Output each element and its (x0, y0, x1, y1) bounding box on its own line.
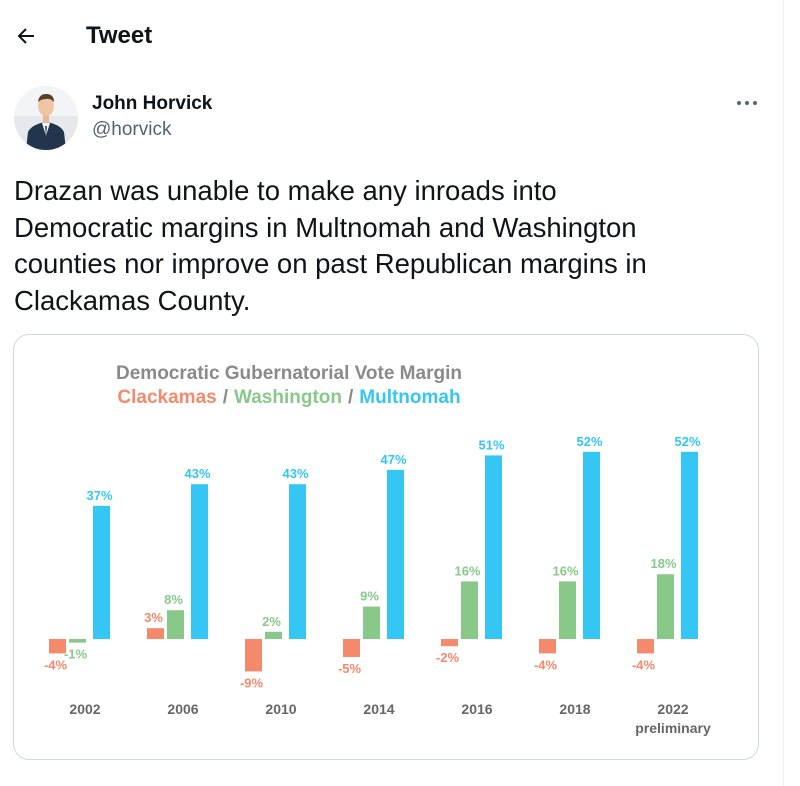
data-label-clackamas-2016: -2% (436, 650, 460, 665)
bar-clackamas-2010 (245, 639, 262, 672)
bar-multnomah-2002 (93, 505, 110, 639)
bar-clackamas-2002 (49, 639, 66, 654)
bar-washington-2022 (657, 574, 674, 639)
data-label-clackamas-2002: -4% (44, 657, 68, 672)
data-label-washington-2022: 18% (650, 556, 676, 571)
legend-multnomah: Multnomah (359, 387, 460, 408)
x-tick-label-2022: 2022 (657, 701, 688, 717)
data-label-washington-2002: -1% (64, 647, 88, 662)
data-label-washington-2016: 16% (454, 563, 480, 578)
tweet-header: Tweet (0, 0, 800, 72)
bar-multnomah-2022 (681, 451, 698, 639)
x-tick-label-2014: 2014 (363, 701, 394, 717)
data-label-multnomah-2016: 51% (478, 437, 504, 452)
author-name[interactable]: John Horvick (92, 93, 213, 114)
bar-washington-2016 (461, 581, 478, 639)
x-tick-sublabel-2022: preliminary (635, 720, 711, 736)
x-tick-label-2002: 2002 (69, 701, 100, 717)
legend-separator: / (223, 387, 229, 408)
bar-multnomah-2014 (387, 469, 404, 639)
data-label-multnomah-2018: 52% (576, 434, 602, 449)
bar-clackamas-2016 (441, 639, 458, 647)
legend-clackamas: Clackamas (117, 387, 216, 408)
data-label-multnomah-2006: 43% (184, 466, 210, 481)
legend-separator: / (348, 387, 354, 408)
bar-multnomah-2016 (485, 455, 502, 639)
column-divider (783, 0, 784, 786)
bar-clackamas-2018 (539, 639, 556, 654)
bar-washington-2018 (559, 581, 576, 639)
avatar-portrait-icon (14, 86, 78, 150)
author-handle[interactable]: @horvick (92, 119, 172, 140)
data-label-washington-2010: 2% (262, 614, 281, 629)
arrow-left-icon (17, 28, 34, 44)
x-tick-label-2018: 2018 (559, 701, 590, 717)
data-label-clackamas-2006: 3% (144, 610, 163, 625)
bar-clackamas-2022 (637, 639, 654, 654)
bar-washington-2014 (363, 606, 380, 639)
more-button[interactable] (727, 88, 767, 118)
bar-multnomah-2006 (191, 484, 208, 639)
back-button[interactable] (6, 16, 46, 56)
bar-washington-2010 (265, 631, 282, 639)
x-tick-label-2016: 2016 (461, 701, 492, 717)
page-title: Tweet (86, 22, 153, 49)
data-label-clackamas-2022: -4% (632, 657, 656, 672)
data-label-washington-2014: 9% (360, 589, 379, 604)
data-label-clackamas-2018: -4% (534, 657, 558, 672)
bar-washington-2006 (167, 610, 184, 639)
bar-clackamas-2014 (343, 639, 360, 657)
avatar[interactable] (14, 86, 78, 150)
bar-multnomah-2018 (583, 451, 600, 639)
data-label-multnomah-2002: 37% (86, 488, 112, 503)
x-tick-label-2010: 2010 (265, 701, 296, 717)
tweet-media-chart[interactable]: Democratic Gubernatorial Vote Margin Cla… (13, 334, 759, 760)
x-tick-label-2006: 2006 (167, 701, 198, 717)
bar-washington-2002 (69, 639, 86, 643)
data-label-clackamas-2014: -5% (338, 661, 362, 676)
data-label-washington-2006: 8% (164, 592, 183, 607)
vote-margin-chart: Democratic Gubernatorial Vote Margin Cla… (44, 363, 711, 736)
bar-clackamas-2006 (147, 628, 164, 639)
data-label-multnomah-2010: 43% (282, 466, 308, 481)
data-label-multnomah-2014: 47% (380, 452, 406, 467)
data-label-washington-2018: 16% (552, 563, 578, 578)
data-label-clackamas-2010: -9% (240, 675, 264, 690)
tweet-text: Drazan was unable to make any inroads in… (14, 175, 647, 316)
more-horizontal-icon (737, 101, 757, 105)
chart-title: Democratic Gubernatorial Vote Margin (116, 363, 462, 384)
legend-washington: Washington (234, 387, 342, 408)
bar-multnomah-2010 (289, 484, 306, 639)
chart-legend: Clackamas / Washington / Multnomah (117, 387, 460, 408)
data-label-multnomah-2022: 52% (674, 434, 700, 449)
